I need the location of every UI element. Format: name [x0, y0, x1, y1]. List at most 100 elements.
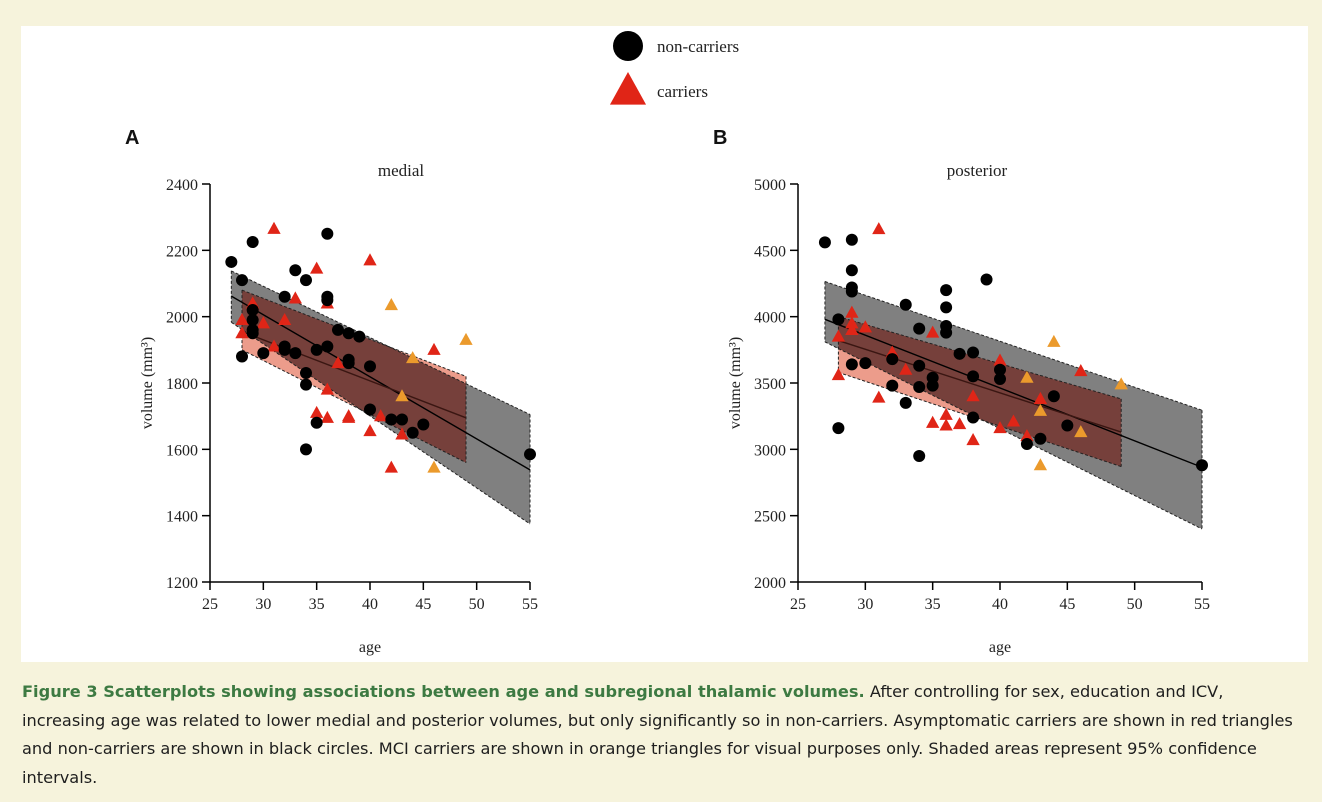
point-mci-carrier	[384, 298, 398, 311]
point-carrier	[320, 410, 334, 423]
point-carrier	[331, 356, 345, 369]
fit-line-carriers	[838, 339, 1122, 433]
point-non-carrier	[886, 353, 899, 366]
point-non-carrier	[300, 443, 312, 456]
point-non-carrier	[396, 413, 408, 426]
point-mci-carrier	[459, 332, 473, 345]
point-carrier	[966, 433, 980, 446]
point-carrier	[427, 342, 441, 355]
fit-line-non-carriers	[230, 295, 531, 471]
x-tick-label: 35	[925, 596, 941, 613]
point-non-carrier	[321, 340, 334, 353]
point-carrier	[993, 353, 1007, 366]
point-non-carrier	[332, 323, 344, 336]
point-non-carrier	[845, 264, 858, 277]
point-non-carrier	[300, 367, 312, 380]
point-carrier	[872, 390, 886, 403]
legend: non-carriers carriers	[609, 31, 739, 105]
y-tick-label: 1800	[166, 376, 198, 393]
x-tick-label: 55	[1194, 596, 1210, 613]
point-carrier	[939, 407, 953, 420]
point-non-carrier	[289, 264, 302, 277]
point-non-carrier	[1061, 419, 1074, 432]
y-tick-label: 2000	[166, 310, 198, 327]
ci-border-lower	[824, 341, 1203, 530]
point-carrier	[363, 253, 377, 266]
point-non-carrier	[417, 418, 430, 431]
point-carrier	[831, 329, 846, 342]
point-carrier	[310, 405, 324, 418]
x-tick-label: 55	[522, 596, 538, 613]
y-tick-label: 3500	[754, 376, 786, 393]
point-non-carrier	[832, 422, 845, 435]
ci-border-lower	[231, 321, 531, 525]
point-mci-carrier	[427, 460, 441, 473]
point-non-carrier	[321, 227, 334, 240]
x-tick-label: 45	[415, 596, 431, 613]
point-non-carrier	[353, 330, 366, 343]
point-non-carrier	[967, 346, 980, 359]
point-carrier	[267, 339, 281, 352]
point-mci-carrier	[406, 351, 420, 364]
x-tick-label: 25	[790, 596, 806, 613]
y-axis-label: volume (mm³)	[727, 337, 744, 429]
point-non-carrier	[364, 360, 376, 373]
point-mci-carrier	[395, 389, 409, 402]
point-non-carrier	[953, 347, 966, 360]
x-tick-label: 40	[362, 596, 378, 613]
point-non-carrier	[257, 347, 270, 360]
point-non-carrier	[1034, 432, 1047, 445]
point-non-carrier	[913, 380, 926, 393]
point-carrier	[993, 421, 1007, 434]
ci-border-upper	[838, 316, 1122, 400]
point-non-carrier	[913, 322, 926, 335]
point-mci-carrier	[1033, 403, 1048, 416]
point-carrier	[256, 316, 270, 329]
caption-body: After controlling for sex, education and…	[22, 682, 1293, 787]
point-non-carrier	[236, 274, 248, 287]
point-non-carrier	[967, 370, 980, 383]
point-carrier	[320, 382, 334, 395]
point-carrier	[926, 415, 940, 428]
legend-marker-triangle	[609, 72, 647, 105]
point-carrier	[926, 325, 940, 338]
x-tick-label: 30	[857, 596, 873, 613]
point-mci-carrier	[1033, 458, 1048, 471]
point-non-carrier	[406, 426, 419, 439]
y-tick-label: 4500	[754, 243, 786, 260]
point-carrier	[235, 312, 249, 326]
y-tick-label: 1200	[166, 575, 198, 592]
ci-band-overlap	[242, 290, 466, 463]
x-tick-label: 35	[309, 596, 325, 613]
y-tick-label: 1600	[166, 442, 198, 459]
y-tick-label: 2400	[166, 177, 198, 194]
point-non-carrier	[818, 236, 831, 249]
point-non-carrier	[899, 396, 912, 409]
y-tick-label: 4000	[754, 310, 786, 327]
x-tick-label: 25	[202, 596, 218, 613]
x-axis-label: age	[989, 639, 1011, 656]
point-carrier	[267, 221, 281, 234]
point-carrier	[278, 312, 292, 326]
point-carrier	[395, 427, 409, 440]
point-carrier	[872, 222, 886, 235]
point-carrier	[363, 424, 377, 437]
x-tick-label: 50	[1127, 596, 1143, 613]
point-non-carrier	[364, 403, 376, 416]
point-carrier	[831, 368, 846, 381]
point-carrier	[1006, 414, 1021, 427]
point-non-carrier	[278, 290, 291, 303]
point-non-carrier	[246, 304, 259, 317]
point-carrier	[952, 417, 967, 430]
point-non-carrier	[321, 294, 334, 307]
caption-title: Figure 3 Scatterplots showing associatio…	[22, 682, 865, 701]
point-carrier	[845, 322, 859, 335]
point-non-carrier	[289, 347, 302, 360]
point-non-carrier	[845, 233, 858, 246]
point-carrier	[342, 410, 356, 423]
panel-label: A	[125, 127, 139, 149]
